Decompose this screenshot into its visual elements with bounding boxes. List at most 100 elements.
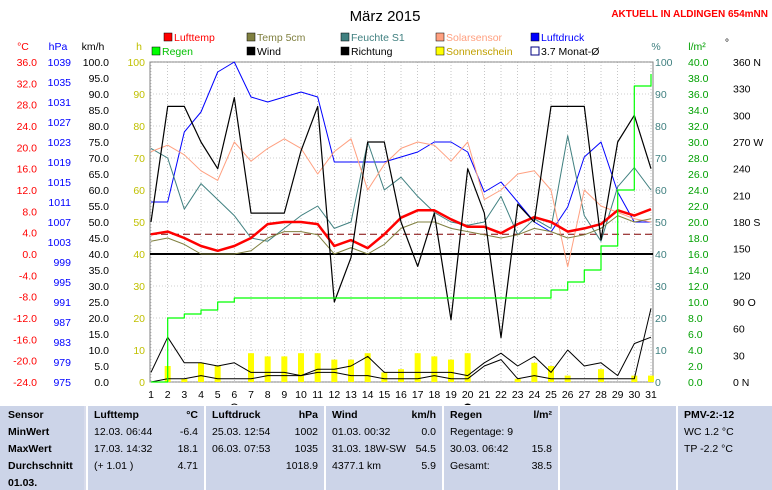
tick-day: 31 xyxy=(645,389,657,401)
legend-swatch xyxy=(530,32,540,42)
tick-day: 3 xyxy=(181,389,187,401)
tick-day: 4 xyxy=(198,389,204,401)
summary-wind-column: Wind km/h 01.03. 00:32 0.0 31.03. 18W-SW… xyxy=(324,406,442,490)
tick-direction: 240 xyxy=(733,164,751,176)
tick-rain: 0.0 xyxy=(688,377,703,389)
wind-max-value: 54.5 xyxy=(415,443,436,455)
axis-unit-rain: l/m² xyxy=(688,41,706,53)
tick-wind: 0.0 xyxy=(94,377,109,389)
temp-max-value: 18.1 xyxy=(177,443,198,455)
series-line-windspitze xyxy=(150,308,652,383)
tick-day: 18 xyxy=(428,389,440,401)
tick-direction: 30 xyxy=(733,350,745,362)
tick-direction: 270 W xyxy=(733,137,763,149)
tick-pressure: 1039 xyxy=(48,57,72,69)
tick-day: 5 xyxy=(215,389,221,401)
sunshine-bar xyxy=(548,366,554,382)
tick-rain: 2.0 xyxy=(688,361,703,373)
tick-pressure: 975 xyxy=(53,377,71,389)
axis-unit-pressure: hPa xyxy=(49,41,68,53)
tick-pressure: 1031 xyxy=(48,97,72,109)
legend-label: 3.7 Monat-Ø xyxy=(541,46,599,58)
legend-swatch xyxy=(340,46,350,56)
tick-rain: 10.0 xyxy=(688,297,709,309)
summary-table: Sensor MinWert MaxWert Durchschnitt 01.0… xyxy=(0,406,772,490)
tick-sun: 80 xyxy=(133,121,145,133)
tick-sun: 90 xyxy=(133,89,145,101)
tick-day: 27 xyxy=(578,389,590,401)
tick-sun: 100 xyxy=(127,57,145,69)
tick-temp: 24.0 xyxy=(17,121,38,133)
axis-unit-wind: km/h xyxy=(82,41,105,53)
sunshine-bar xyxy=(531,362,538,382)
tick-direction: 60 xyxy=(733,324,745,336)
tick-humidity: 90 xyxy=(655,89,667,101)
tick-temp: 36.0 xyxy=(17,57,38,69)
tick-temp: 28.0 xyxy=(17,100,38,112)
tick-pressure: 1007 xyxy=(48,217,72,229)
label-maxwert: MaxWert xyxy=(8,443,52,455)
tick-day: 29 xyxy=(612,389,624,401)
sunshine-bar xyxy=(514,378,521,382)
wind-title: Wind xyxy=(332,409,358,421)
tick-day: 21 xyxy=(478,389,490,401)
tick-humidity: 20 xyxy=(655,313,667,325)
tick-direction: 90 O xyxy=(733,297,756,309)
pressure-title: Luftdruck xyxy=(212,409,261,421)
legend-label: Wind xyxy=(257,46,281,58)
tick-humidity: 80 xyxy=(655,121,667,133)
tick-day: 13 xyxy=(345,389,357,401)
sunshine-bar xyxy=(381,372,388,382)
tick-wind: 30.0 xyxy=(89,281,110,293)
tick-temp: 12.0 xyxy=(17,185,38,197)
weather-chart-svg: März 2015 AKTUELL IN ALDINGEN 654mNN Luftt… xyxy=(13,8,768,405)
legend-label: Solarsensor xyxy=(446,32,503,44)
tick-day: 30 xyxy=(628,389,640,401)
tick-day: 19 xyxy=(445,389,457,401)
pressure-max-date: 06.03. 07:53 xyxy=(212,443,271,455)
wind-max-date: 31.03. 18W-SW xyxy=(332,443,406,455)
tick-pressure: 1015 xyxy=(48,177,72,189)
tick-temp: 0.0 xyxy=(22,249,37,261)
pressure-avg-value: 1018.9 xyxy=(285,460,318,472)
tick-rain: 22.0 xyxy=(688,201,709,213)
sunshine-bar xyxy=(398,369,404,382)
tick-humidity: 30 xyxy=(655,281,667,293)
axis-unit-sun: h xyxy=(136,41,142,53)
legend-label: Richtung xyxy=(351,46,393,58)
tick-temp: 4.0 xyxy=(22,228,37,240)
pressure-unit: hPa xyxy=(298,409,318,421)
summary-empty-column xyxy=(558,406,676,490)
pmv-dewpoint: TP -2.2 °C xyxy=(684,443,733,455)
tick-day: 23 xyxy=(512,389,524,401)
sunshine-bar xyxy=(248,353,254,382)
tick-humidity: 10 xyxy=(655,345,667,357)
tick-temp: -24.0 xyxy=(13,377,37,389)
legend-swatch xyxy=(151,46,161,56)
rain-total-value: 38.5 xyxy=(531,460,552,472)
tick-temp: -16.0 xyxy=(13,334,37,346)
sunshine-bar xyxy=(348,359,354,382)
tick-rain: 20.0 xyxy=(688,217,709,229)
summary-temp-column: Lufttemp °C 12.03. 06:44 -6.4 17.03. 14:… xyxy=(86,406,204,490)
wind-avg-value: 5.9 xyxy=(421,460,436,472)
rain-max-date: 30.03. 06:42 xyxy=(450,443,509,455)
sunshine-bar xyxy=(331,359,338,382)
tick-wind: 35.0 xyxy=(89,265,110,277)
tick-day: 9 xyxy=(281,389,287,401)
tick-direction: 150 xyxy=(733,244,751,256)
tick-day: 14 xyxy=(362,389,374,401)
tick-direction: 360 N xyxy=(733,57,761,69)
series-line-lufttemp xyxy=(150,208,652,253)
temp-unit: °C xyxy=(186,409,198,421)
tick-rain: 40.0 xyxy=(688,57,709,69)
tick-rain: 6.0 xyxy=(688,329,703,341)
tick-temp: 8.0 xyxy=(22,206,37,218)
moon-new-icon xyxy=(464,403,472,405)
tick-pressure: 1035 xyxy=(48,77,72,89)
tick-pressure: 1023 xyxy=(48,137,72,149)
axis-unit-direction: ° xyxy=(725,37,729,49)
tick-pressure: 991 xyxy=(53,297,71,309)
wind-unit: km/h xyxy=(411,409,436,421)
tick-rain: 8.0 xyxy=(688,313,703,325)
